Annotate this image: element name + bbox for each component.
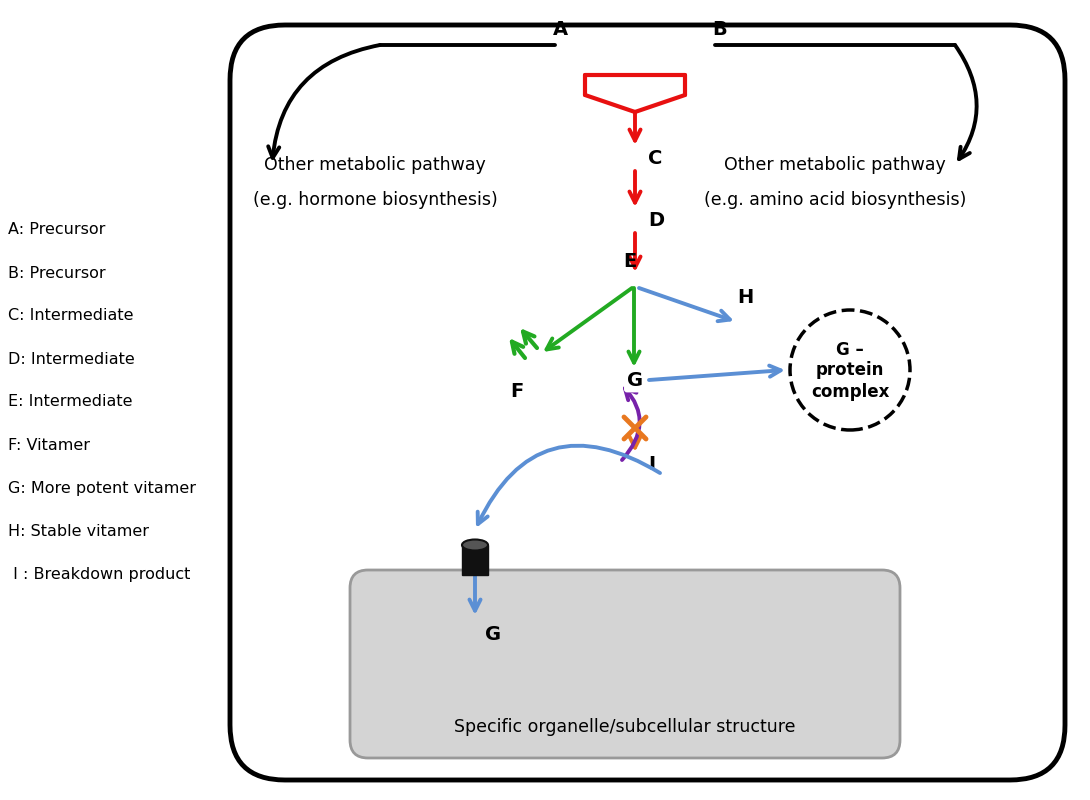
Text: Other metabolic pathway: Other metabolic pathway — [264, 156, 486, 174]
Text: I : Breakdown product: I : Breakdown product — [8, 566, 191, 582]
Text: A: Precursor: A: Precursor — [8, 222, 106, 238]
FancyBboxPatch shape — [230, 25, 1065, 780]
Text: G: G — [485, 625, 501, 644]
Text: H: H — [737, 288, 753, 307]
Text: B: B — [713, 20, 727, 39]
Text: C: Intermediate: C: Intermediate — [8, 309, 133, 323]
Text: Other metabolic pathway: Other metabolic pathway — [724, 156, 946, 174]
Text: H: Stable vitamer: H: Stable vitamer — [8, 523, 149, 538]
Text: D: Intermediate: D: Intermediate — [8, 351, 135, 366]
Text: (e.g. hormone biosynthesis): (e.g. hormone biosynthesis) — [253, 191, 497, 209]
Text: G: More potent vitamer: G: More potent vitamer — [8, 481, 196, 495]
Text: I: I — [647, 455, 655, 474]
Text: Specific organelle/subcellular structure: Specific organelle/subcellular structure — [455, 718, 796, 736]
FancyBboxPatch shape — [350, 570, 900, 758]
Ellipse shape — [462, 539, 488, 550]
Text: G: G — [627, 370, 643, 390]
Text: (e.g. amino acid biosynthesis): (e.g. amino acid biosynthesis) — [704, 191, 966, 209]
Text: D: D — [647, 210, 664, 230]
Text: E: E — [623, 252, 637, 271]
Text: protein: protein — [815, 361, 884, 379]
Text: E: Intermediate: E: Intermediate — [8, 394, 133, 410]
Text: F: F — [510, 382, 523, 401]
Text: A: A — [553, 20, 568, 39]
Text: B: Precursor: B: Precursor — [8, 266, 106, 281]
Text: F: Vitamer: F: Vitamer — [8, 438, 90, 453]
Text: G –: G – — [836, 341, 864, 359]
Bar — [462, 545, 488, 575]
Text: C: C — [647, 149, 663, 167]
Text: complex: complex — [811, 383, 889, 401]
